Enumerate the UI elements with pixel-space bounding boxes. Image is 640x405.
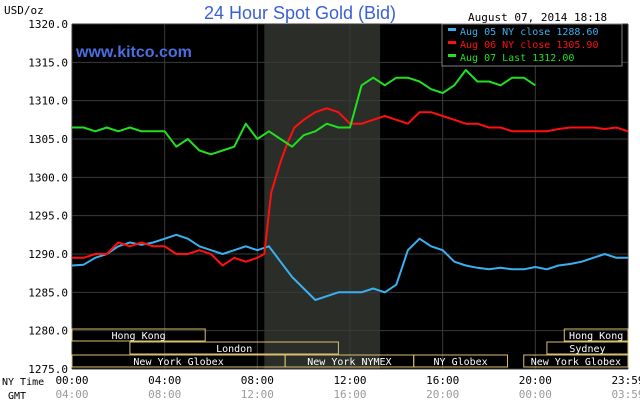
y-tick-label: 1315.0 [28, 56, 68, 69]
session-label: New York NYMEX [307, 357, 391, 368]
y-tick-label: 1300.0 [28, 171, 68, 184]
y-tick-label: 1305.0 [28, 133, 68, 146]
x-label-ny-time: NY Time [2, 377, 44, 388]
legend-swatch-aug06 [448, 41, 456, 44]
y-tick-label: 1290.0 [28, 248, 68, 261]
legend-label-aug07: Aug 07 Last 1312.00 [460, 53, 574, 64]
x-tick-label-ny: 23:59 [611, 374, 640, 387]
session-box [129, 341, 339, 355]
nymex-shaded-region [264, 24, 381, 369]
session-label: Sydney [569, 344, 605, 355]
y-tick-label: 1280.0 [28, 325, 68, 338]
x-tick-label-ny: 00:00 [55, 374, 88, 387]
trading-sessions: Hong Kong London New York Globex New York N… [71, 328, 629, 368]
chart-date: August 07, 2014 18:18 [468, 11, 607, 24]
legend-label-aug06: Aug 06 NY close 1305.90 [460, 40, 598, 51]
series-lines [71, 69, 629, 301]
session-box [563, 328, 629, 342]
x-label-gmt: GMT [8, 391, 26, 402]
x-tick-label-ny: 16:00 [426, 374, 459, 387]
x-tick-label-gmt: 04:00 [55, 388, 88, 401]
legend-entry-aug07: Aug 07 Last 1312.00 [448, 53, 574, 64]
x-tick-label-ny: 04:00 [148, 374, 181, 387]
session-label: Hong Kong [112, 331, 166, 342]
legend: Aug 05 NY close 1288.60 Aug 06 NY close … [441, 23, 623, 67]
legend-swatch-aug05 [448, 28, 456, 31]
x-axis-ticks: 00:0004:0008:0012:0016:0020:0023:5904:00… [55, 374, 640, 401]
session-label: London [216, 344, 252, 355]
x-tick-label-ny: 20:00 [519, 374, 552, 387]
x-tick-label-gmt: 12:00 [241, 388, 274, 401]
session-label: New York Globex [133, 357, 223, 368]
y-tick-label: 1275.0 [28, 363, 68, 376]
session-box [413, 354, 509, 368]
y-tick-label: 1310.0 [28, 95, 68, 108]
x-tick-label-ny: 08:00 [241, 374, 274, 387]
x-tick-label-gmt: 20:00 [426, 388, 459, 401]
session-box [523, 354, 629, 368]
y-tick-label: 1285.0 [28, 286, 68, 299]
legend-label-aug05: Aug 05 NY close 1288.60 [460, 27, 598, 38]
x-tick-label-gmt: 00:00 [519, 388, 552, 401]
x-tick-label-gmt: 03:59 [611, 388, 640, 401]
session-label: NY Globex [434, 357, 488, 368]
watermark: www.kitco.com [75, 44, 192, 61]
x-tick-label-gmt: 16:00 [333, 388, 366, 401]
session-box [546, 341, 629, 355]
x-tick-label-ny: 12:00 [333, 374, 366, 387]
chart-title: 24 Hour Spot Gold (Bid) [204, 3, 396, 23]
legend-swatch-aug07 [448, 54, 456, 57]
grid-lines [71, 23, 629, 370]
session-label: New York Globex [531, 357, 621, 368]
series-line-2 [72, 69, 536, 156]
y-axis-ticks: 1320.0 1315.0 1310.0 1305.0 1300.0 1295.0 1290… [28, 18, 68, 376]
x-tick-label-gmt: 08:00 [148, 388, 181, 401]
session-label: Hong Kong [569, 331, 623, 342]
session-box [71, 328, 206, 342]
legend-box [441, 23, 623, 67]
unit-label: USD/oz [4, 4, 44, 17]
y-tick-label: 1320.0 [28, 18, 68, 31]
series-line-0 [71, 233, 628, 301]
legend-entry-aug06: Aug 06 NY close 1305.90 [448, 40, 598, 51]
series-line-1 [72, 107, 629, 267]
y-tick-label: 1295.0 [28, 210, 68, 223]
legend-entry-aug05: Aug 05 NY close 1288.60 [448, 27, 598, 38]
